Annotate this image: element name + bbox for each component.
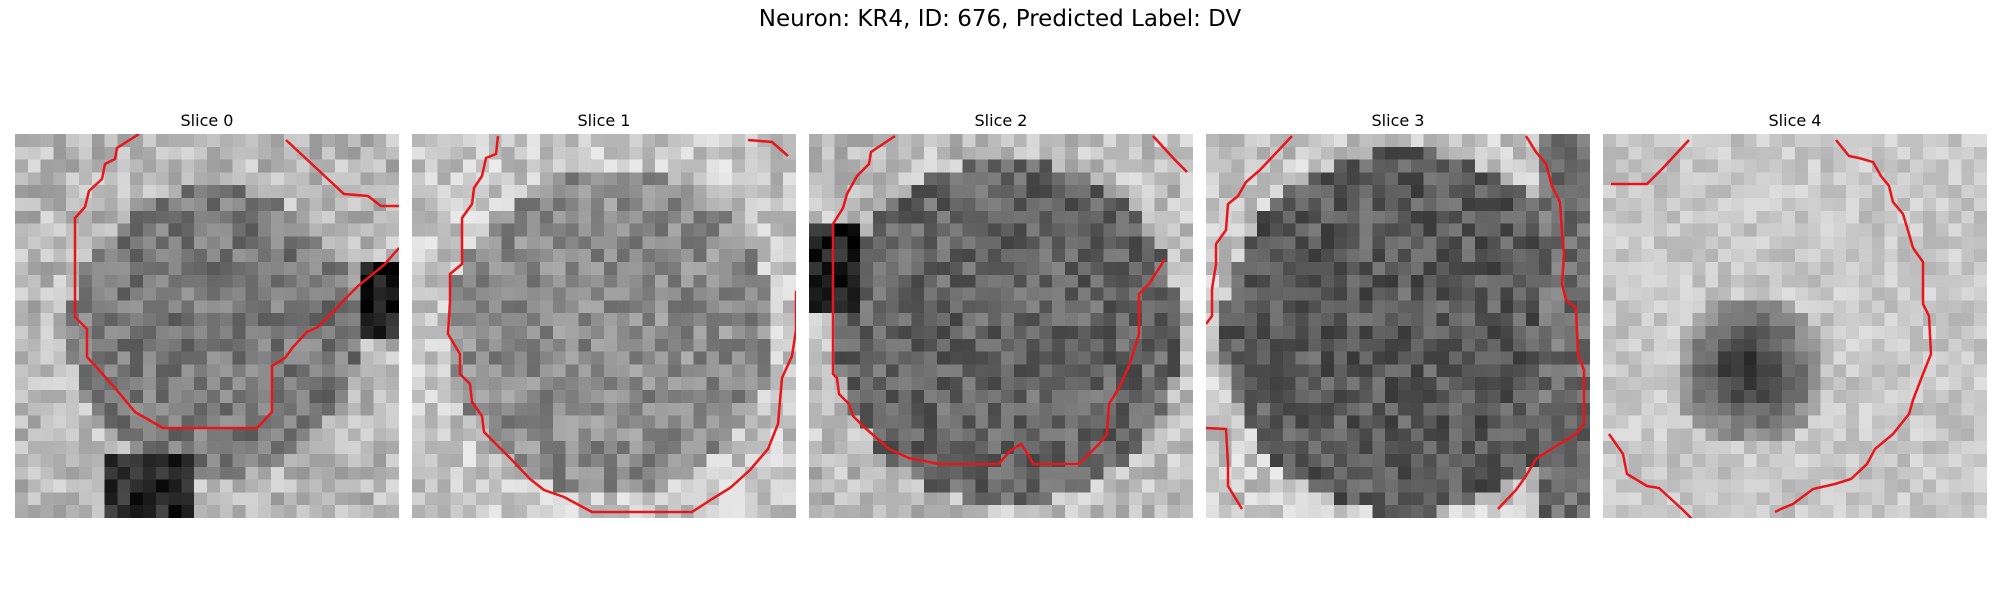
slice-panel-4: Slice 4 [1603,108,1987,518]
slice-image-1 [412,134,796,518]
slice-title-3: Slice 3 [1371,111,1425,130]
slice-contour-2 [831,134,1188,466]
slice-panel-1: Slice 1 [412,108,796,518]
slice-image-0 [15,134,399,518]
figure-title: Neuron: KR4, ID: 676, Predicted Label: D… [758,6,1242,32]
slice-title-4: Slice 4 [1768,111,1822,130]
slice-image-3 [1206,134,1590,518]
slice-panel-3: Slice 3 [1206,108,1590,518]
slice-panel-2: Slice 2 [809,108,1193,518]
slice-contour-0 [73,134,399,430]
slice-title-0: Slice 0 [180,111,234,130]
slice-contour-3 [1206,135,1586,510]
slice-title-1: Slice 1 [577,111,631,130]
slice-image-2 [809,134,1193,518]
slice-title-2: Slice 2 [974,111,1028,130]
slice-contour-1 [446,135,796,514]
slice-panel-0: Slice 0 [15,108,399,518]
slice-contour-4 [1607,139,1933,518]
slice-image-4 [1603,134,1987,518]
